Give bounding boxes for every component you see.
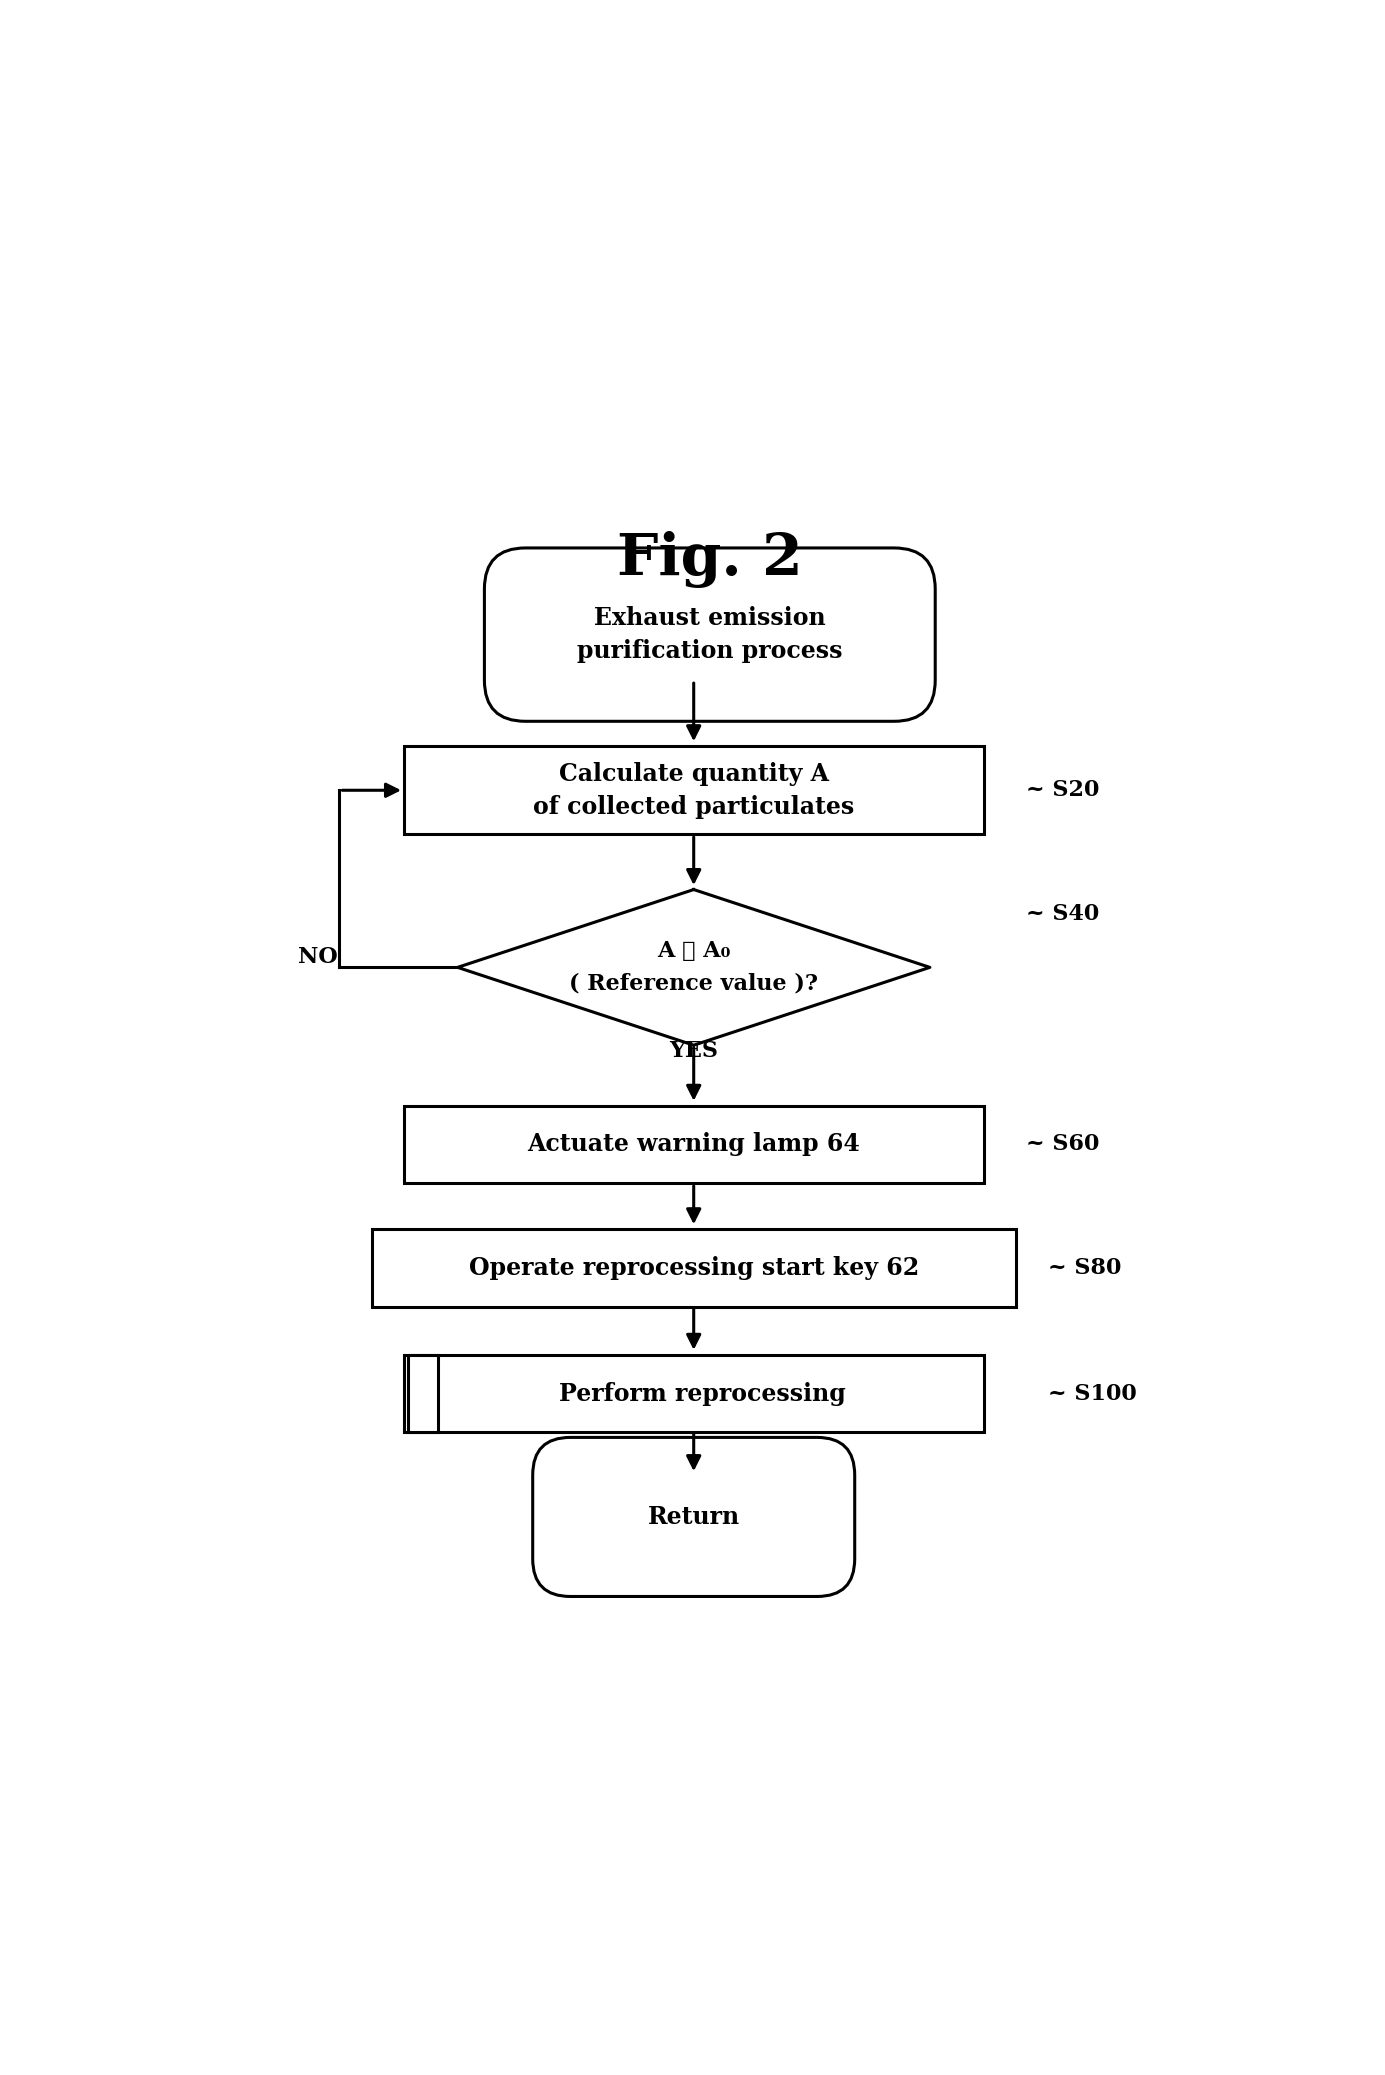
Text: Perform reprocessing: Perform reprocessing [560,1382,846,1405]
Text: NO: NO [298,946,338,967]
Bar [371,1228,1015,1307]
Text: Calculate quantity A
of collected particulates: Calculate quantity A of collected partic… [533,762,855,820]
FancyBboxPatch shape [533,1438,855,1596]
Text: Return: Return [648,1504,740,1529]
Text: ~ S40: ~ S40 [1026,903,1100,925]
Text: YES: YES [669,1040,719,1062]
Bar [409,1355,439,1432]
FancyBboxPatch shape [485,548,935,722]
Text: ~ S80: ~ S80 [1048,1257,1122,1278]
Text: Fig. 2: Fig. 2 [616,531,803,587]
Text: Actuate warning lamp 64: Actuate warning lamp 64 [528,1133,860,1156]
Bar [404,1106,983,1183]
Text: Operate reprocessing start key 62: Operate reprocessing start key 62 [468,1255,918,1280]
Text: A ≧ A₀
( Reference value )?: A ≧ A₀ ( Reference value )? [569,940,819,994]
Text: ~ S20: ~ S20 [1026,780,1100,801]
Text: ~ S60: ~ S60 [1026,1133,1100,1156]
Bar [404,1355,983,1432]
Text: ~ S100: ~ S100 [1048,1382,1137,1405]
Bar [404,747,983,834]
Polygon shape [457,890,929,1046]
Text: Exhaust emission
purification process: Exhaust emission purification process [578,606,842,664]
